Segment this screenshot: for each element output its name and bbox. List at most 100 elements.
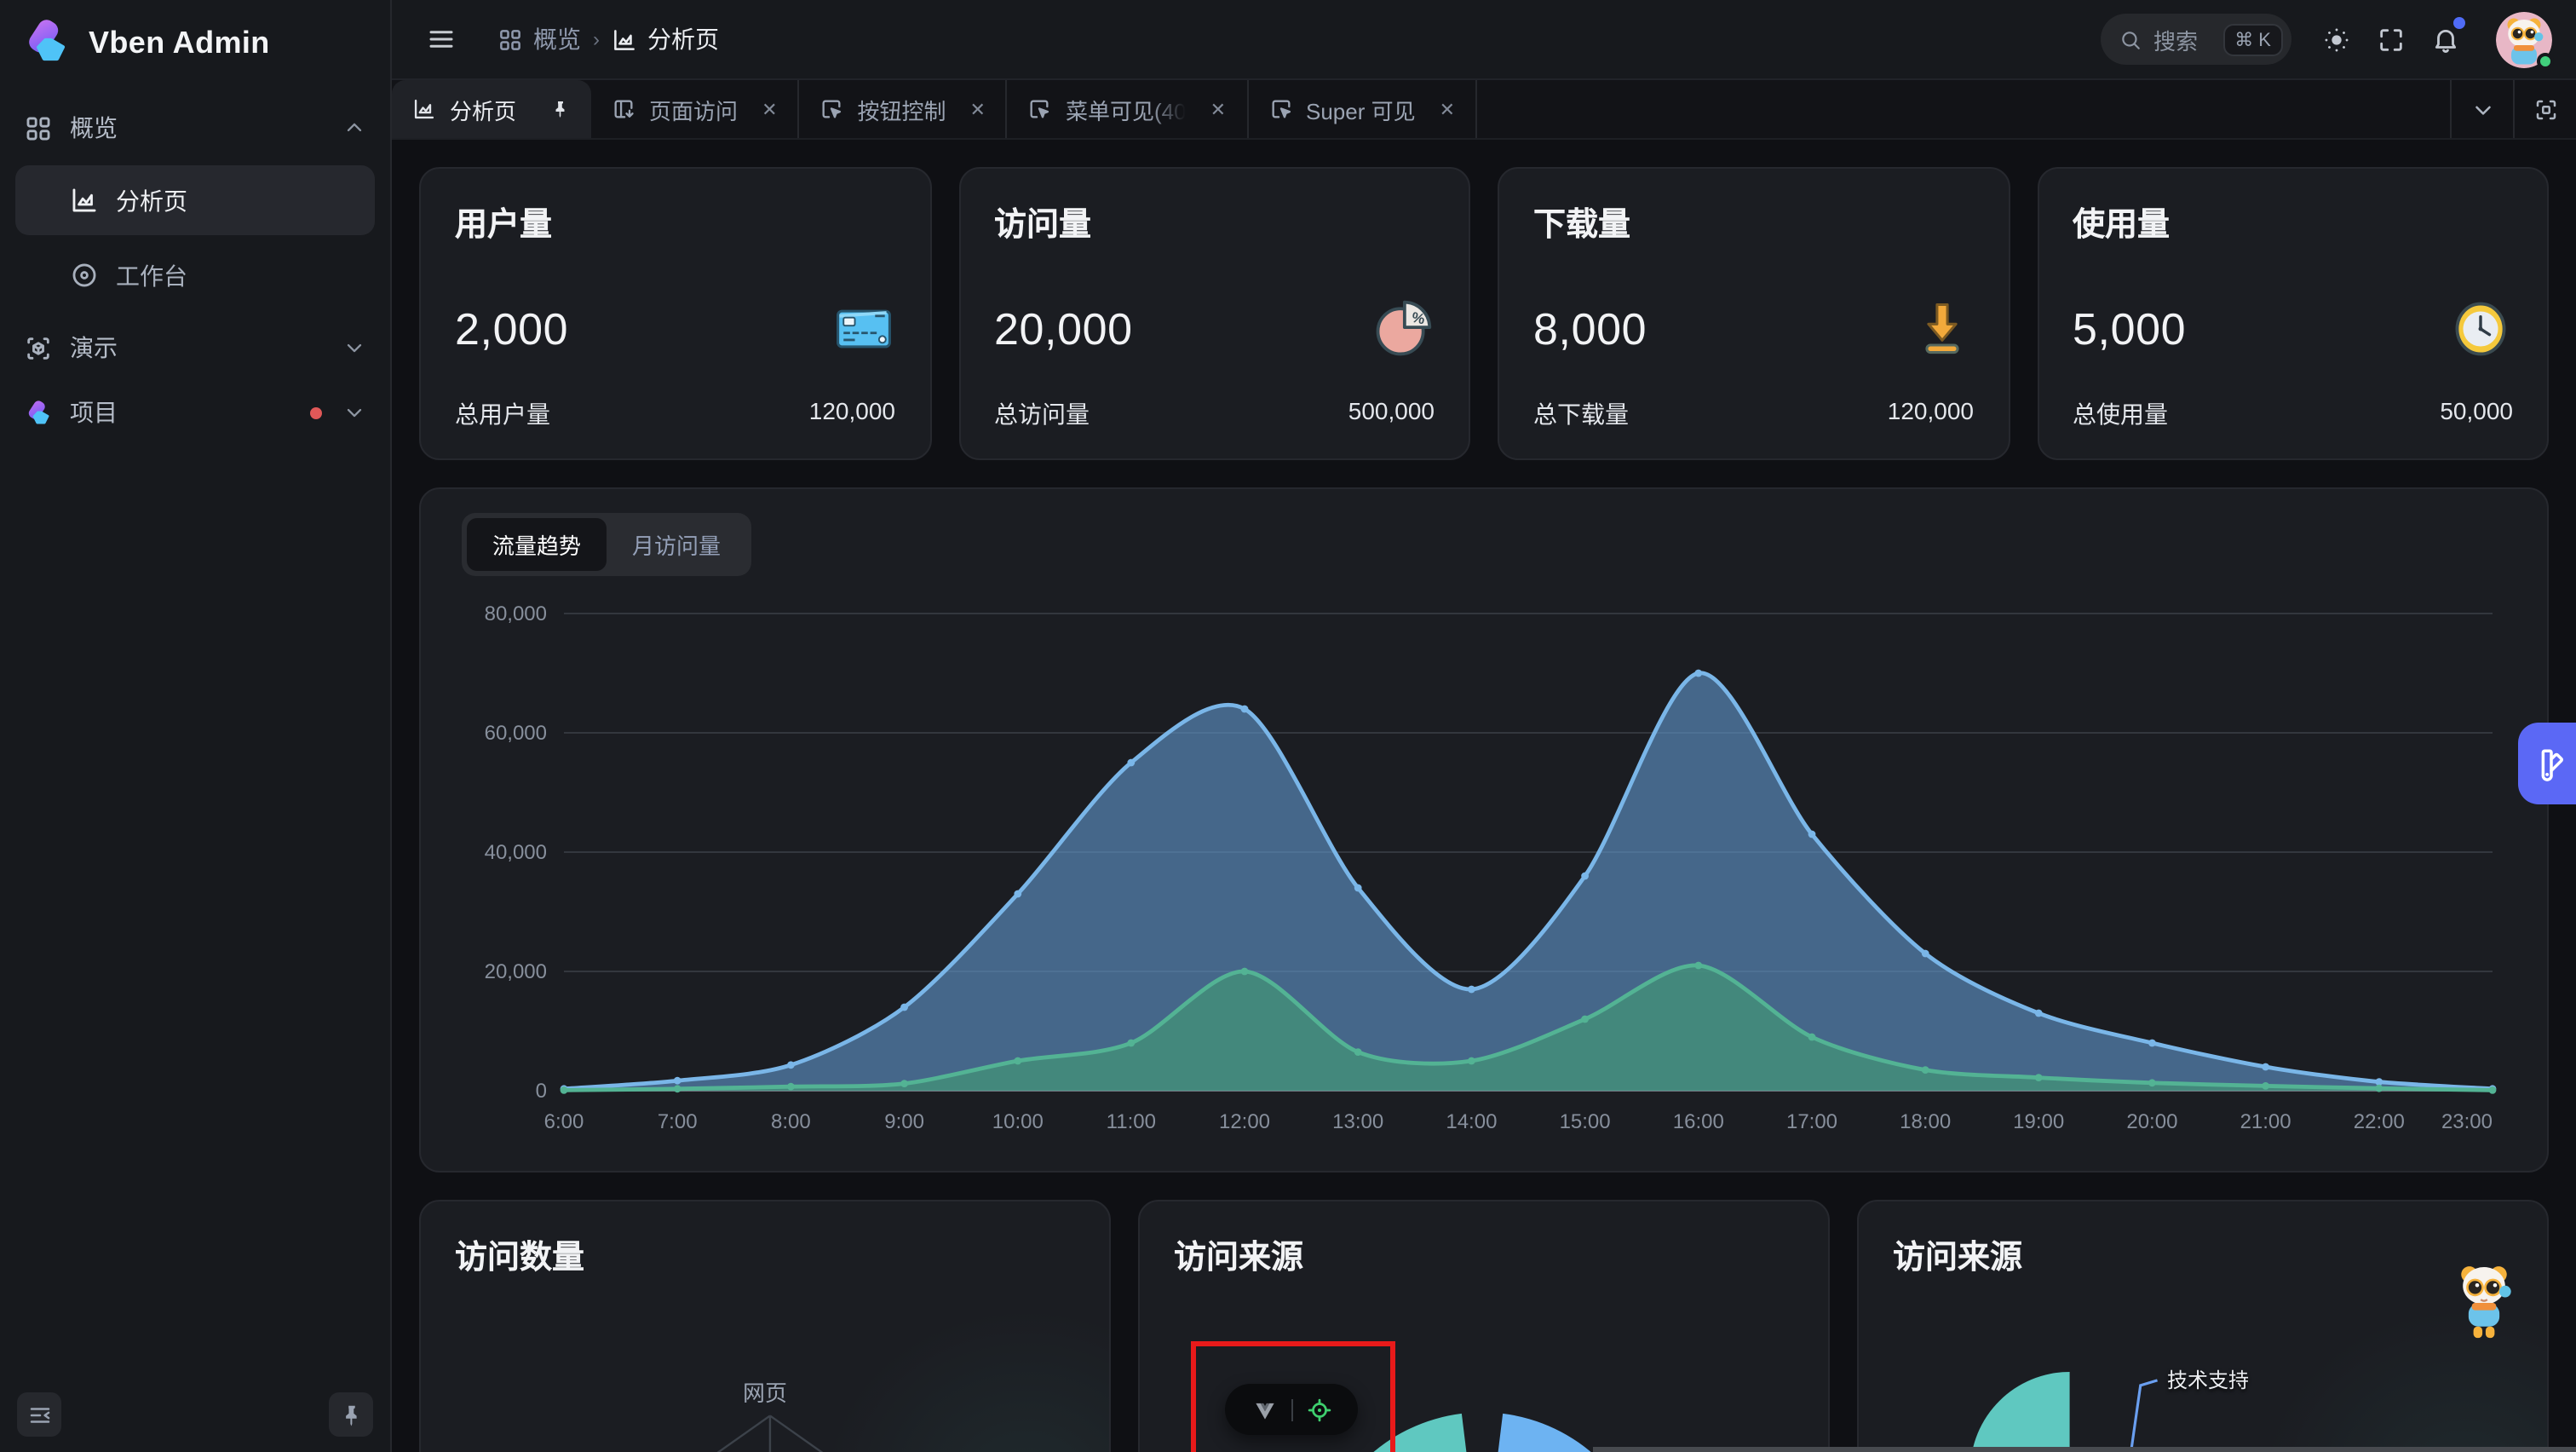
pin-icon <box>338 1402 364 1427</box>
tab-Super 可见[interactable]: Super 可见 ✕ <box>1248 80 1478 138</box>
svg-text:6:00: 6:00 <box>544 1110 584 1133</box>
stat-footer-label: 总下载量 <box>1533 400 1629 428</box>
chart-icon <box>612 26 637 52</box>
close-tab-icon[interactable]: ✕ <box>1210 100 1226 120</box>
fullscreen-icon <box>2376 25 2405 54</box>
inspector-target-icon[interactable] <box>1306 1397 1331 1422</box>
trend-tabs: 流量趋势 月访问量 <box>462 513 752 576</box>
sidebar-item-分析页[interactable]: 分析页 <box>15 165 375 235</box>
stat-download-icon <box>1909 297 1974 361</box>
theme-toggle-button[interactable] <box>2309 12 2363 66</box>
svg-text:8:00: 8:00 <box>771 1110 811 1133</box>
search-icon <box>2119 28 2142 50</box>
traffic-trend-card: 流量趋势 月访问量 0 20,000 40,000 60,000 80,000 6:00 7:… <box>419 487 2549 1173</box>
svg-text:11:00: 11:00 <box>1107 1110 1156 1133</box>
stat-footer-label: 总使用量 <box>2073 400 2168 428</box>
chart-icon <box>412 97 436 121</box>
horizontal-scrollbar[interactable] <box>1593 1447 2576 1452</box>
sidebar-toggle-button[interactable] <box>416 14 467 65</box>
user-avatar[interactable] <box>2496 11 2554 69</box>
breadcrumb-item-2[interactable]: 分析页 <box>612 22 719 56</box>
sidebar-item-项目[interactable]: 项目 <box>0 380 390 445</box>
bottom-cards-row: 访问数量 网页 访问来源 访问来源 <box>419 1200 2549 1452</box>
notifications-button[interactable] <box>2418 12 2472 66</box>
stat-value: 2,000 <box>455 302 569 354</box>
stat-card-下载量: 下载量 8,000 总下载量 120,000 <box>1498 167 2010 460</box>
stat-title: 访问量 <box>994 208 1092 244</box>
trend-tab-流量趋势[interactable]: 流量趋势 <box>467 518 607 571</box>
grid-icon <box>24 113 53 142</box>
tab-按钮控制[interactable]: 按钮控制 ✕ <box>800 80 1008 138</box>
pointer-icon <box>1028 97 1052 121</box>
svg-text:22:00: 22:00 <box>2354 1110 2405 1133</box>
close-tab-icon[interactable]: ✕ <box>762 100 778 120</box>
chevron-up-icon <box>342 116 366 140</box>
close-tab-icon[interactable]: ✕ <box>1439 100 1456 120</box>
bell-icon <box>2430 25 2459 54</box>
svg-text:19:00: 19:00 <box>2013 1110 2064 1133</box>
chevron-down-icon <box>342 336 366 360</box>
stat-pie-icon: % <box>1370 297 1435 361</box>
page-content: 用户量 2,000 总用户量 120,000 访问量 20,000 % 总访问量… <box>392 140 2576 1452</box>
svg-text:80,000: 80,000 <box>485 602 547 625</box>
vue-devtools-pill[interactable] <box>1225 1384 1358 1435</box>
svg-text:20:00: 20:00 <box>2126 1110 2177 1133</box>
disc-icon <box>70 261 99 290</box>
svg-text:18:00: 18:00 <box>1900 1110 1951 1133</box>
sidebar-item-工作台[interactable]: 工作台 <box>15 240 375 310</box>
visit-count-radar-chart <box>716 1415 824 1452</box>
tab-分析页[interactable]: 分析页 <box>392 80 592 138</box>
mascot-robot-image <box>2448 1259 2520 1348</box>
sidebar-item-演示[interactable]: 演示 <box>0 315 390 380</box>
notification-dot <box>2453 17 2465 29</box>
content-maximize-button[interactable] <box>2513 80 2576 138</box>
sidebar-footer <box>0 1377 390 1452</box>
visit-source-card-2: 访问来源 技术支持 <box>1857 1200 2549 1452</box>
sidebar-menu: 概览 分析页 工作台 演示 项目 <box>0 85 390 445</box>
vben-icon <box>24 398 53 427</box>
card-title: 访问来源 <box>1893 1241 2023 1276</box>
pin-icon[interactable] <box>550 99 571 119</box>
pointer-icon <box>1268 97 1292 121</box>
stat-card-money-icon <box>831 297 895 361</box>
tab-菜单可见(40[interactable]: 菜单可见(40 ✕ <box>1008 80 1248 138</box>
stat-clock-icon <box>2448 297 2513 361</box>
svg-text:7:00: 7:00 <box>658 1110 698 1133</box>
search-shortcut: ⌘ K <box>2222 23 2283 55</box>
vben-logo-icon <box>20 17 72 68</box>
trend-tab-月访问量[interactable]: 月访问量 <box>632 533 722 559</box>
divider <box>1291 1398 1292 1420</box>
online-status-dot <box>2537 52 2554 69</box>
sun-icon <box>2321 25 2350 54</box>
top-header: 概览 › 分析页 搜索 ⌘ K <box>392 0 2576 80</box>
main-area: 概览 › 分析页 搜索 ⌘ K <box>392 0 2576 1452</box>
sidebar-item-概览[interactable]: 概览 <box>0 95 390 160</box>
svg-text:10:00: 10:00 <box>992 1110 1044 1133</box>
visit-source-pie-chart-2 <box>1972 1371 2158 1452</box>
svg-text:16:00: 16:00 <box>1673 1110 1724 1133</box>
breadcrumb: 概览 › 分析页 <box>497 22 719 56</box>
fullscreen-button[interactable] <box>2363 12 2418 66</box>
visit-source-card-1: 访问来源 <box>1138 1200 1830 1452</box>
hamburger-icon <box>426 24 457 55</box>
breadcrumb-separator: › <box>593 27 600 51</box>
stat-footer-value: 50,000 <box>2440 397 2513 424</box>
close-tab-icon[interactable]: ✕ <box>969 100 986 120</box>
traffic-trend-chart: 0 20,000 40,000 60,000 80,000 6:00 7:00 8:00 9:0… <box>485 602 2497 1133</box>
stat-footer-label: 总用户量 <box>455 400 550 428</box>
logo[interactable]: Vben Admin <box>0 0 390 85</box>
tabs-dropdown-button[interactable] <box>2450 80 2513 138</box>
chev-down-icon <box>2470 96 2495 122</box>
global-search[interactable]: 搜索 ⌘ K <box>2101 14 2291 65</box>
chart-icon <box>70 186 99 215</box>
stat-footer-value: 120,000 <box>808 397 895 424</box>
svg-text:%: % <box>1411 309 1427 328</box>
sidebar-pin-button[interactable] <box>329 1392 373 1437</box>
sidebar-collapse-button[interactable] <box>17 1392 61 1437</box>
chevron-down-icon <box>342 400 366 424</box>
breadcrumb-item-1[interactable]: 概览 <box>497 22 581 56</box>
theme-settings-button[interactable] <box>2518 723 2576 804</box>
tab-页面访问[interactable]: 页面访问 ✕ <box>591 80 800 138</box>
svg-text:21:00: 21:00 <box>2240 1110 2291 1133</box>
